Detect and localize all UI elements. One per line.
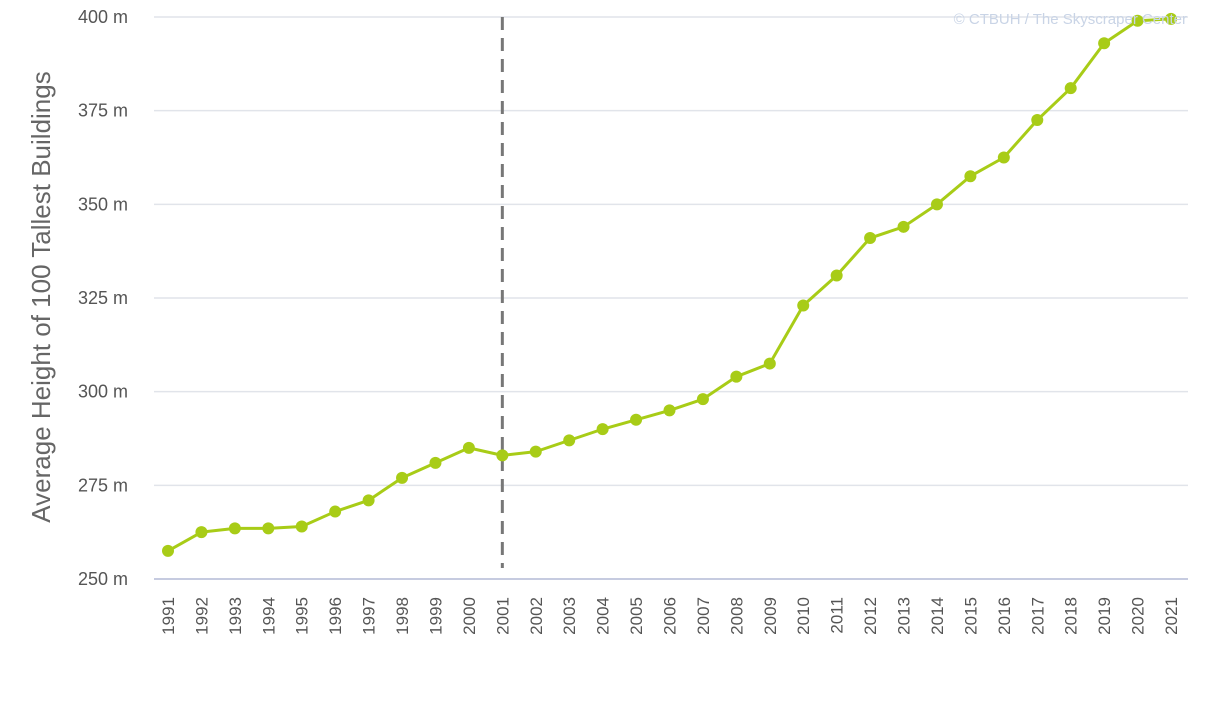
- x-tick-label: 2010: [794, 597, 813, 635]
- data-point[interactable]: [295, 520, 308, 533]
- x-tick-label: 1996: [326, 597, 345, 635]
- x-tick-label: 2000: [460, 597, 479, 635]
- x-tick-label: 2016: [995, 597, 1014, 635]
- data-point[interactable]: [897, 220, 910, 233]
- gridlines: [154, 16, 1188, 580]
- data-point[interactable]: [462, 441, 475, 454]
- data-point[interactable]: [228, 522, 241, 535]
- x-tick-label: 2008: [727, 597, 746, 635]
- data-point[interactable]: [396, 471, 409, 484]
- y-tick-label: 300 m: [78, 382, 128, 402]
- data-point[interactable]: [329, 505, 342, 518]
- data-point[interactable]: [195, 526, 208, 539]
- data-point[interactable]: [529, 445, 542, 458]
- data-point[interactable]: [663, 404, 676, 417]
- x-tick-label: 1998: [393, 597, 412, 635]
- data-point[interactable]: [696, 393, 709, 406]
- y-axis-ticks: 250 m 275 m 300 m 325 m 350 m 375 m 400 m: [78, 7, 128, 589]
- x-tick-label: 2013: [895, 597, 914, 635]
- x-tick-label: 1994: [259, 597, 278, 635]
- y-tick-label: 325 m: [78, 288, 128, 308]
- data-point[interactable]: [162, 544, 174, 557]
- data-point[interactable]: [1031, 114, 1044, 127]
- x-tick-label: 2007: [694, 597, 713, 635]
- data-point[interactable]: [797, 299, 810, 312]
- y-tick-label: 275 m: [78, 475, 128, 495]
- y-axis-label: Average Height of 100 Tallest Buildings: [26, 71, 56, 522]
- data-point[interactable]: [496, 449, 509, 462]
- data-point[interactable]: [596, 423, 609, 436]
- x-tick-label: 1999: [426, 597, 445, 635]
- x-tick-label: 2012: [861, 597, 880, 635]
- data-point[interactable]: [1131, 14, 1144, 27]
- x-tick-label: 1992: [192, 597, 211, 635]
- x-tick-label: 2003: [560, 597, 579, 635]
- x-tick-label: 2015: [961, 597, 980, 635]
- data-point[interactable]: [362, 494, 375, 507]
- y-tick-label: 375 m: [78, 101, 128, 121]
- data-point[interactable]: [830, 269, 843, 282]
- x-tick-label: 2020: [1129, 597, 1148, 635]
- x-tick-label: 1993: [226, 597, 245, 635]
- x-tick-label: 2006: [661, 597, 680, 635]
- data-point[interactable]: [997, 151, 1010, 164]
- x-axis-ticks: 1991 1992 1993 1994 1995 1996 1997 1998 1999 2000…: [159, 597, 1181, 635]
- data-point[interactable]: [262, 522, 275, 535]
- data-point[interactable]: [763, 357, 776, 370]
- x-tick-label: 2005: [627, 597, 646, 635]
- x-tick-label: 2011: [828, 597, 847, 634]
- x-tick-label: 2018: [1062, 597, 1081, 635]
- data-point[interactable]: [730, 370, 743, 383]
- x-tick-label: 1995: [293, 597, 312, 635]
- data-point[interactable]: [1165, 12, 1177, 25]
- x-tick-label: 2017: [1028, 597, 1047, 635]
- x-tick-label: 2002: [527, 597, 546, 635]
- credit-text[interactable]: © CTBUH / The Skyscraper Center: [954, 11, 1187, 28]
- y-tick-label: 350 m: [78, 194, 128, 214]
- data-point[interactable]: [563, 434, 576, 447]
- x-tick-label: 2014: [928, 597, 947, 635]
- x-tick-label: 2021: [1162, 597, 1181, 635]
- x-tick-label: 1991: [159, 597, 178, 635]
- series-group: [162, 12, 1177, 557]
- data-point[interactable]: [1098, 37, 1111, 50]
- data-point[interactable]: [429, 456, 442, 469]
- y-tick-label: 400 m: [78, 7, 128, 27]
- data-point[interactable]: [864, 232, 877, 245]
- data-point[interactable]: [630, 413, 643, 426]
- data-point[interactable]: [964, 170, 977, 183]
- series-line: [167, 17, 1172, 553]
- x-tick-label: 1997: [360, 597, 379, 635]
- data-point[interactable]: [930, 198, 943, 211]
- x-tick-label: 2004: [594, 597, 613, 635]
- x-tick-label: 2009: [761, 597, 780, 635]
- data-point[interactable]: [1064, 82, 1077, 95]
- y-tick-label: 250 m: [78, 569, 128, 589]
- x-tick-label: 2019: [1095, 597, 1114, 635]
- x-tick-label: 2001: [493, 597, 512, 635]
